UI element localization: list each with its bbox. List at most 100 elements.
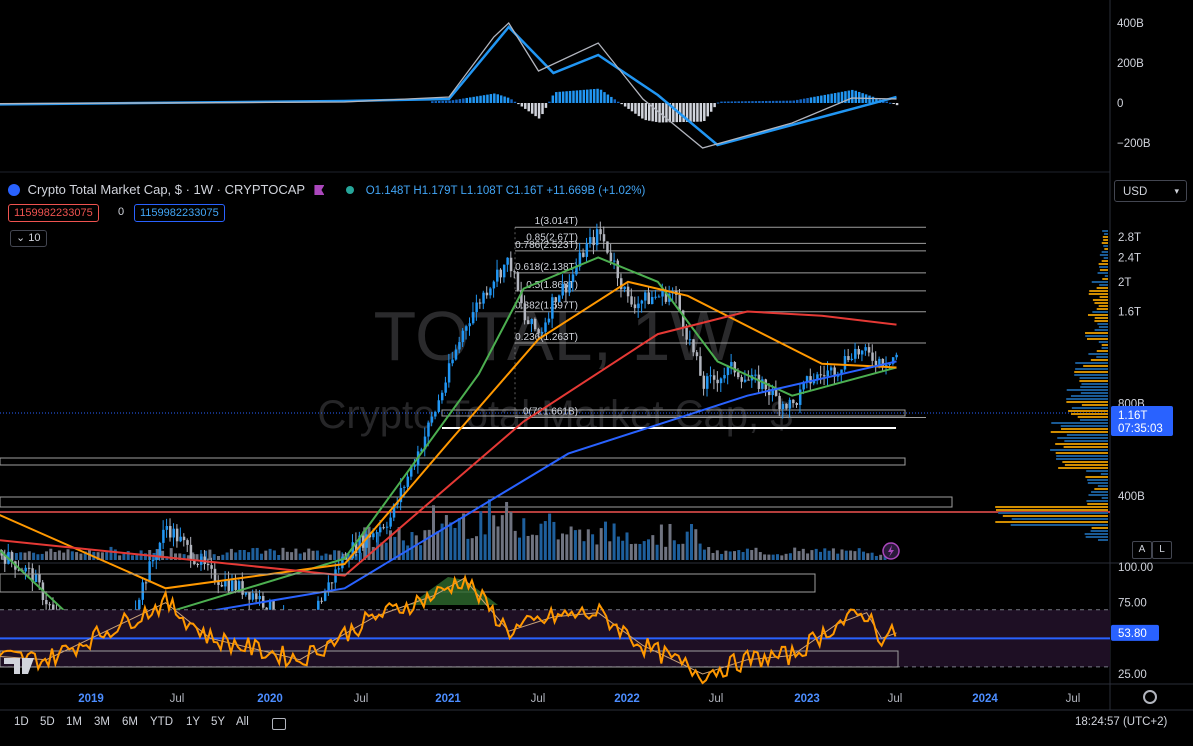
gear-icon[interactable]	[1143, 690, 1157, 704]
rsi-axis-label: 75.00	[1118, 598, 1147, 610]
symbol-header[interactable]: Crypto Total Market Cap, $ · 1W · CRYPTO…	[8, 182, 645, 197]
range-button-ytd[interactable]: YTD	[150, 716, 173, 728]
volume-bar	[475, 536, 478, 560]
volume-bar	[311, 550, 315, 560]
candle-body	[496, 269, 499, 282]
macd-hist-bar	[579, 90, 582, 103]
macd-hist-bar	[489, 94, 493, 103]
volume-bar	[363, 527, 367, 560]
macd-hist-bar	[789, 100, 792, 103]
candle-body	[533, 318, 537, 330]
volume-bar	[113, 549, 117, 560]
range-button-all[interactable]: All	[236, 716, 249, 728]
volume-bar	[569, 526, 573, 560]
volume-profile-bar	[1102, 236, 1108, 238]
macd-hist-bar	[840, 91, 844, 103]
calendar-goto-icon[interactable]	[272, 718, 286, 730]
candle-body	[809, 376, 812, 384]
auto-scale-button[interactable]: A	[1132, 541, 1152, 559]
candle-body	[730, 362, 733, 367]
clock-timezone[interactable]: 18:24:57 (UTC+2)	[1075, 716, 1168, 728]
range-button-1y[interactable]: 1Y	[186, 716, 201, 728]
volume-bar	[599, 528, 603, 560]
candle-body	[523, 303, 527, 321]
volume-profile-bar	[1079, 380, 1108, 382]
candle-body	[31, 568, 34, 583]
candle-body	[767, 389, 771, 396]
volume-profile-bar	[1074, 374, 1108, 376]
range-button-3m[interactable]: 3M	[94, 716, 110, 728]
macd-hist-bar	[513, 101, 517, 103]
candle-body	[144, 582, 148, 584]
flag-icon[interactable]	[314, 185, 325, 195]
log-scale-button[interactable]: L	[1152, 541, 1172, 559]
volume-bar	[647, 539, 650, 560]
macd-hist-bar	[689, 103, 692, 122]
candle-body	[895, 354, 898, 358]
symbol-title[interactable]: Crypto Total Market Cap, $ · 1W · CRYPTO…	[27, 182, 305, 197]
candle-body	[537, 329, 540, 334]
macd-hist-bar	[599, 89, 603, 103]
currency-select[interactable]: USD ▾	[1114, 180, 1187, 202]
macd-hist-bar	[496, 94, 500, 103]
candle-body	[220, 584, 224, 587]
macd-hist-bar	[561, 91, 565, 103]
candle-body	[506, 257, 509, 265]
candle-body	[743, 379, 747, 382]
candle-body	[592, 237, 595, 246]
range-button-6m[interactable]: 6M	[122, 716, 138, 728]
macd-hist-bar	[613, 99, 617, 103]
candle-body	[805, 376, 809, 383]
macd-hist-bar	[875, 97, 878, 103]
candle-body	[330, 582, 334, 584]
volume-bar	[393, 536, 397, 560]
macd-hist-bar	[634, 103, 637, 114]
volume-bar	[208, 549, 212, 560]
volume-profile-bar	[1098, 539, 1108, 541]
time-axis-label: Jul	[1066, 693, 1081, 705]
fib-retracement: 1(3.014T) 0.85(2.67T)0.786(2.523T) 0.618(2…	[514, 216, 926, 418]
macd-hist-bar	[651, 103, 654, 122]
macd-hist-bar	[548, 101, 551, 103]
volume-bar	[303, 552, 306, 560]
candle-body	[599, 229, 602, 235]
indicator-collapse-toggle[interactable]: ⌄ 10	[10, 230, 47, 247]
macd-hist-bar	[751, 101, 754, 103]
volume-bar	[492, 515, 496, 560]
volume-bar	[423, 530, 427, 560]
volume-bar	[436, 531, 440, 560]
volume-bar	[156, 549, 160, 560]
volume-bar	[255, 547, 259, 560]
candle-body	[850, 358, 854, 361]
macd-hist-bar	[616, 101, 620, 103]
volume-bar	[105, 552, 109, 560]
range-button-1d[interactable]: 1D	[14, 716, 29, 728]
volume-profile-bar	[1050, 431, 1108, 433]
range-button-1m[interactable]: 1M	[66, 716, 82, 728]
zone-box	[0, 457, 906, 466]
candle-body	[613, 260, 616, 262]
macd-axis-label: 200B	[1117, 58, 1144, 70]
range-button-5d[interactable]: 5D	[40, 716, 55, 728]
candle-body	[527, 320, 530, 325]
volume-bar	[634, 543, 638, 560]
candle-body	[561, 283, 564, 296]
candle-body	[578, 252, 582, 267]
candle-body	[213, 568, 217, 583]
volume-bar	[358, 552, 362, 560]
volume-bar	[212, 554, 216, 560]
macd-hist-bar	[541, 103, 544, 115]
volume-profile-bar	[1098, 341, 1108, 343]
range-button-5y[interactable]: 5Y	[211, 716, 226, 728]
volume-bar	[642, 541, 646, 560]
volume-profile-bar	[1088, 494, 1108, 496]
macd-hist-bar	[530, 103, 534, 114]
candle-body	[864, 347, 867, 351]
candle-body	[217, 582, 220, 585]
candle-body	[520, 290, 523, 304]
watermark-symbol: TOTAL, 1W	[373, 297, 736, 375]
macd-hist-bar	[795, 99, 799, 103]
volume-bar	[629, 544, 633, 560]
volume-bar	[143, 553, 147, 560]
